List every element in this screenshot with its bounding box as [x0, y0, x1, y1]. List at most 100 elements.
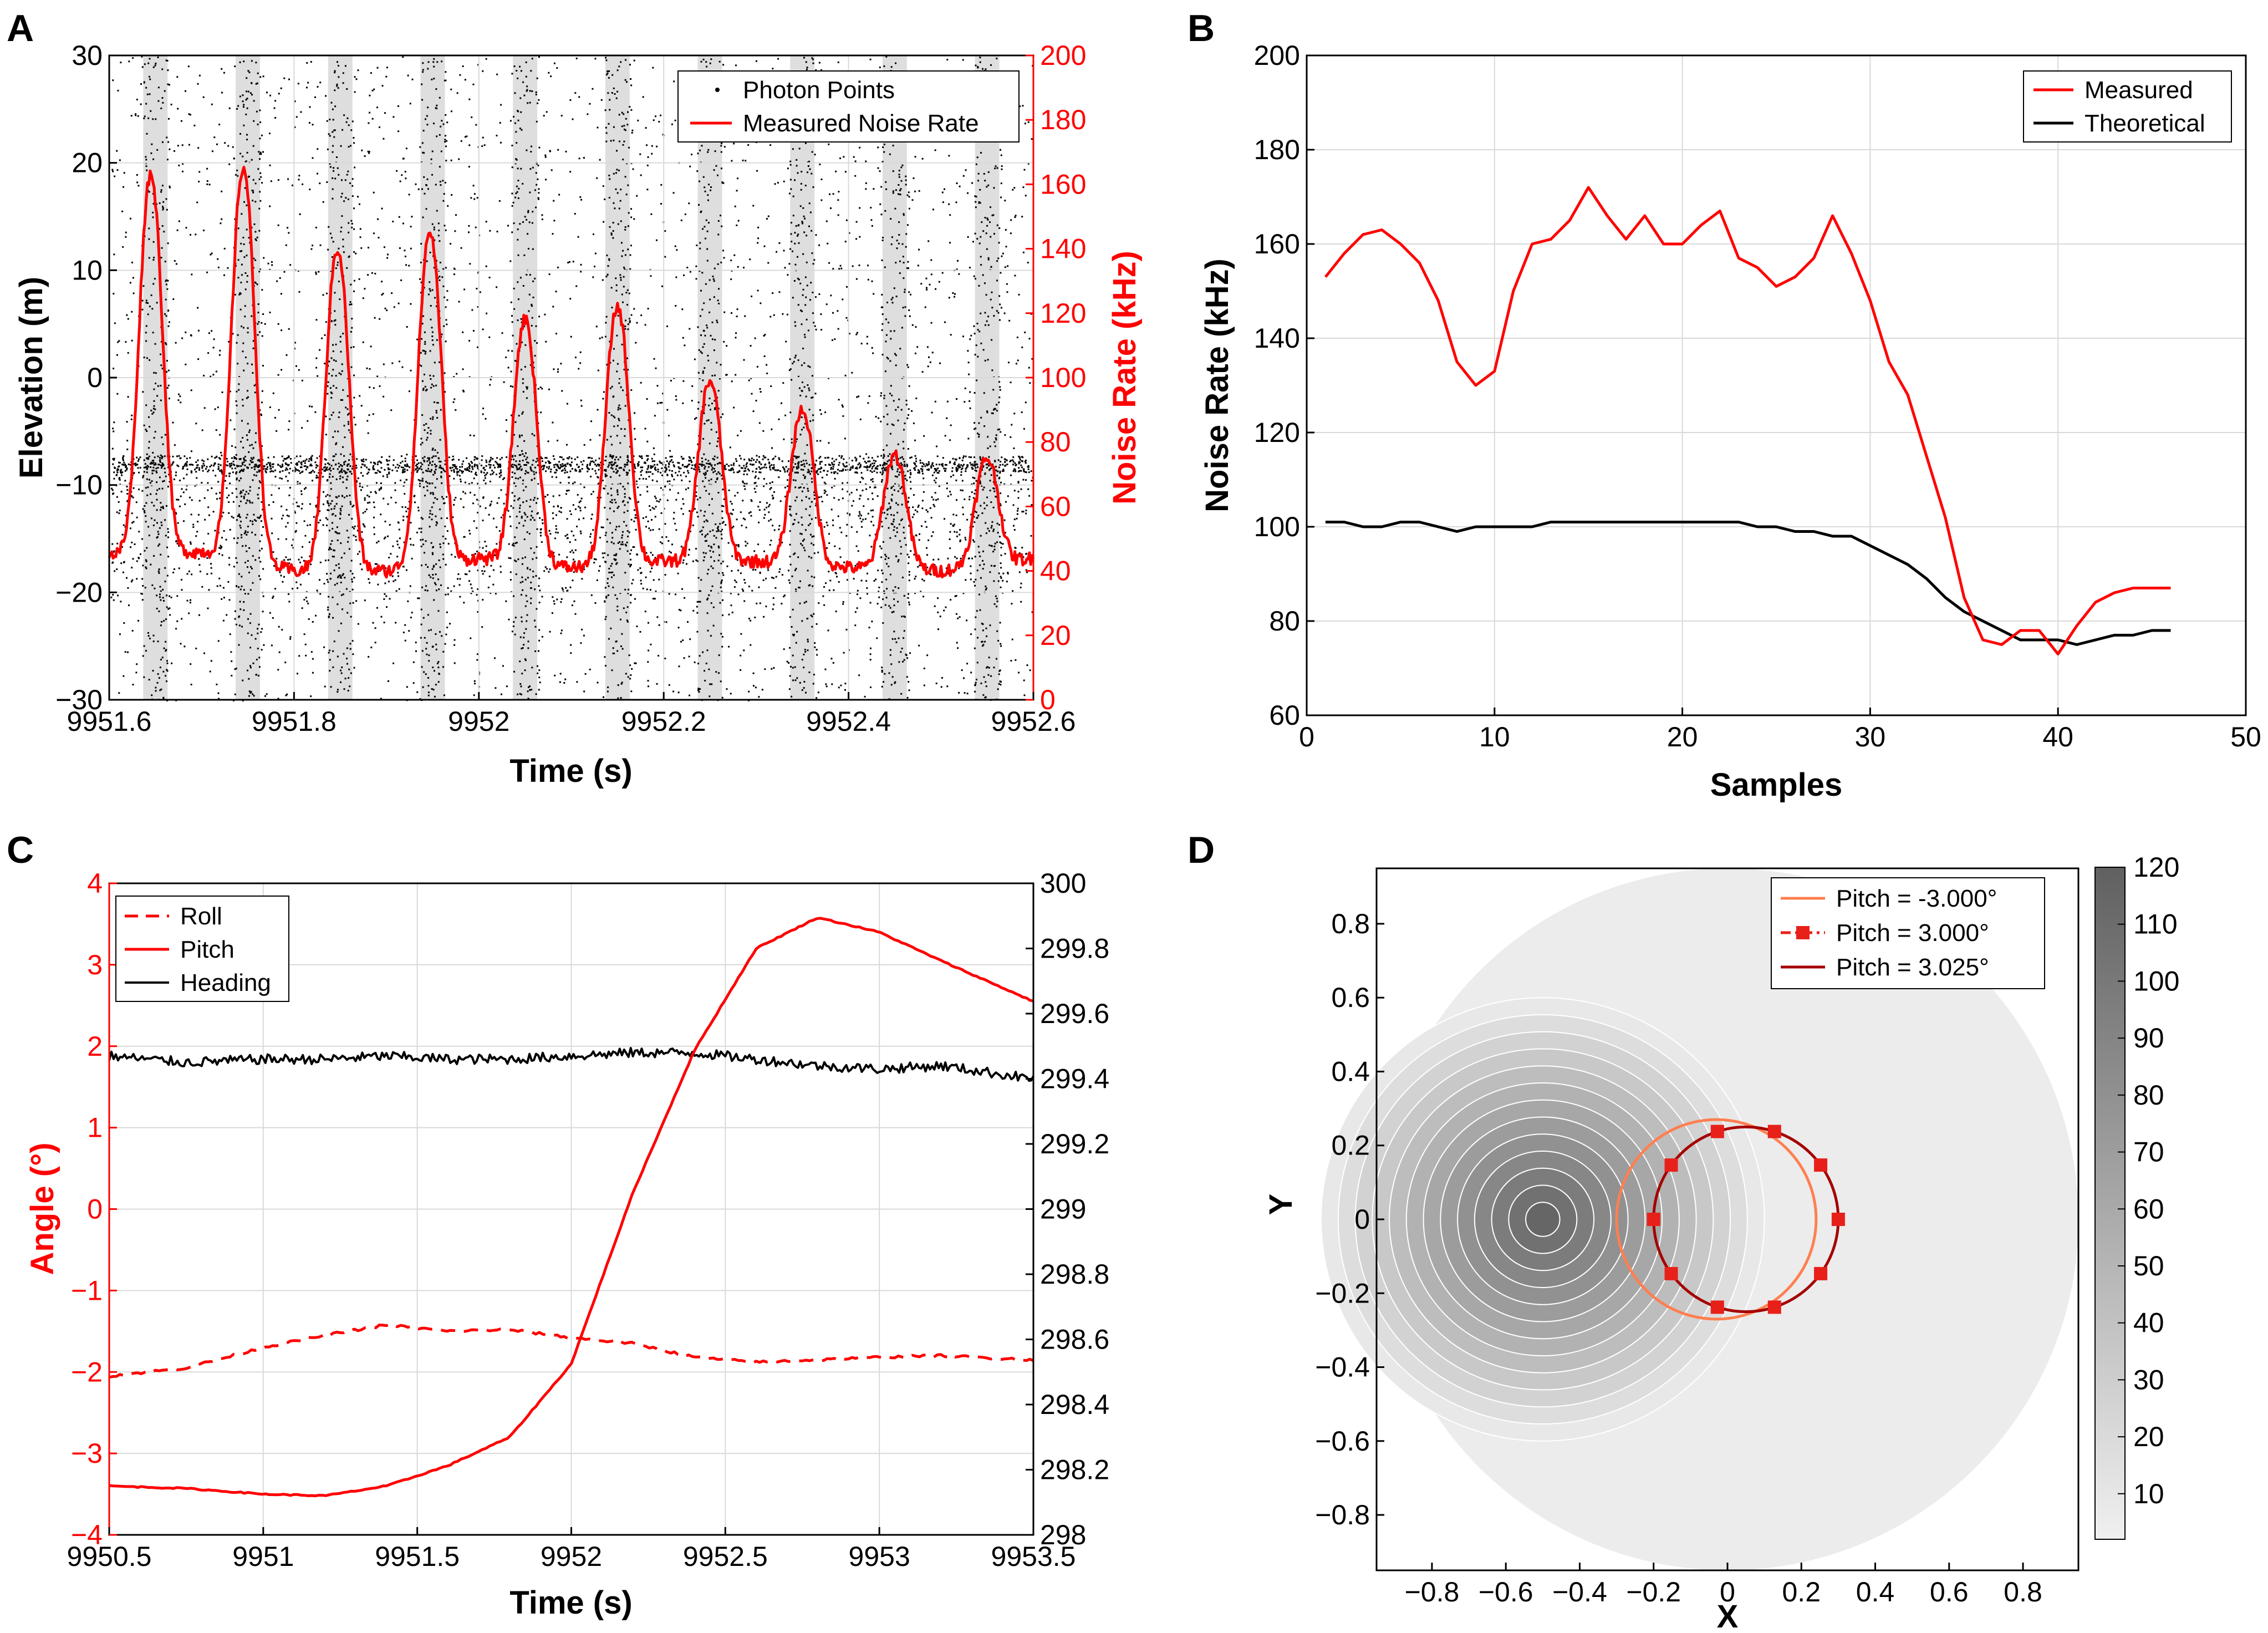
panel-d-x-tick-label: 0 — [1720, 1576, 1735, 1607]
panel-a-x-axis-label: Time (s) — [509, 753, 632, 789]
panel-d-legend-3000-label: Pitch = 3.000° — [1836, 919, 1989, 947]
panel-c-x-tick-label: 9953.5 — [991, 1541, 1076, 1572]
panel-d-y-tick-label: −0.4 — [1315, 1352, 1370, 1383]
panel-c-y-tick-label: −4 — [71, 1519, 103, 1550]
panel-d-x-tick-label: −0.8 — [1405, 1576, 1460, 1607]
panel-c-y-tick-label: 3 — [87, 949, 103, 980]
panel-c-legend-pitch-label: Pitch — [180, 936, 235, 963]
panel-a-y2-tick-label: 0 — [1040, 684, 1056, 715]
panel-a-y2-tick-label: 100 — [1040, 362, 1086, 393]
colorbar-tick-label: 120 — [2133, 852, 2179, 883]
panel-d-x-tick-label: 0.2 — [1782, 1576, 1821, 1607]
panel-a-measured-noise-rate-line — [108, 166, 1035, 579]
colorbar-tick-label: 30 — [2133, 1364, 2164, 1395]
panel-c-y-ticks: −4 −3 −2 −1 0 1 2 3 4 — [71, 868, 117, 1550]
panel-a-legend-box — [677, 70, 1020, 143]
colorbar-tick-label: 110 — [2133, 909, 2178, 940]
colorbar-tick-label: 50 — [2133, 1250, 2164, 1281]
panel-c-y2-tick-label: 298.4 — [1040, 1389, 1109, 1420]
panel-d-hotspot-contours — [1321, 997, 1765, 1442]
panel-d-x-axis-label: X — [1717, 1599, 1739, 1633]
panel-c-y-tick-label: 4 — [87, 868, 103, 899]
panel-d-y-tick-label: 0.4 — [1331, 1056, 1370, 1087]
panel-d-pitch-3-markers — [1647, 1125, 1845, 1314]
panel-b-theoretical-line — [1325, 521, 2171, 646]
panel-a-y-tick-label: −20 — [55, 577, 103, 608]
panel-b-x-tick-label: 50 — [2230, 721, 2261, 752]
panel-c-y2-tick-label: 298.2 — [1040, 1454, 1109, 1486]
panel-c-x-tick-label: 9950.5 — [67, 1541, 152, 1572]
panel-d-legend-3000-marker — [1796, 926, 1810, 939]
panel-d-y-axis-label: Y — [1263, 1194, 1299, 1215]
panel-c-x-ticks: 9950.5 9951 9951.5 9952 9952.5 9953 9953.5 — [67, 1527, 1076, 1572]
contour-level — [1525, 1202, 1561, 1237]
panel-d-legend: Pitch = -3.000° Pitch = 3.000° Pitch = 3… — [1771, 877, 2045, 989]
colorbar-tick-label: 70 — [2133, 1137, 2164, 1168]
panel-d-colorbar-ticks: 10 20 30 40 50 60 70 80 90 100 110 120 — [2118, 852, 2179, 1509]
pitch-3-marker — [1814, 1158, 1828, 1172]
panel-b-y-tick-label: 160 — [1254, 228, 1300, 260]
panel-c-y-tick-label: 1 — [87, 1112, 103, 1143]
panel-c-x-tick-label: 9952.5 — [683, 1541, 768, 1572]
panel-d-x-ticks: −0.8 −0.6 −0.4 −0.2 0 0.2 0.4 0.6 0.8 — [1405, 1563, 2042, 1607]
panel-a-y-axis-label: Elevation (m) — [13, 277, 49, 479]
panel-b: 0 10 20 30 40 50 60 80 100 120 140 160 180 200 Sampl… — [1199, 40, 2261, 803]
panel-d: −0.8 −0.6 −0.4 −0.2 0 0.2 0.4 0.6 0.8 −0.8−0.6−0… — [1263, 852, 2179, 1633]
panel-label-a: A — [7, 7, 34, 49]
panel-c-y-tick-label: −2 — [71, 1356, 103, 1387]
panel-a-y2-tick-label: 40 — [1040, 556, 1071, 587]
panel-d-y-tick-label: 0 — [1354, 1204, 1370, 1235]
panel-b-y-axis-label: Noise Rate (kHz) — [1199, 258, 1235, 512]
panel-a-x-tick-label: 9952.2 — [621, 706, 706, 737]
colorbar-tick-label: 60 — [2133, 1193, 2164, 1224]
panel-b-x-tick-label: 0 — [1299, 721, 1314, 752]
panel-c-legend: Roll Pitch Heading — [115, 896, 289, 1002]
panel-b-measured-line — [1324, 186, 2171, 655]
panel-c-y-tick-label: −3 — [71, 1438, 103, 1469]
panel-b-legend-measured-label: Measured — [2084, 77, 2193, 104]
panel-c-x-tick-label: 9951.5 — [375, 1541, 460, 1572]
panel-b-x-axis-label: Samples — [1710, 767, 1843, 803]
panel-a-legend-photon-marker — [715, 88, 720, 92]
panel-a-x-tick-label: 9952.6 — [991, 706, 1076, 737]
panel-a-right-y-ticks: 0 20 40 60 80 100 120 140 160 180 200 — [1026, 40, 1086, 715]
pitch-3-marker — [1647, 1213, 1660, 1226]
pitch-3-marker — [1710, 1300, 1724, 1314]
panel-c-y-tick-label: 2 — [87, 1031, 103, 1062]
panel-a-y-ticks: −30 −20 −10 0 10 20 30 — [55, 40, 117, 715]
panel-a: 9951.6 9951.8 9952 9952.2 9952.4 9952.6 −30 −2… — [13, 40, 1143, 789]
panel-c-y2-tick-label: 298 — [1040, 1519, 1086, 1550]
colorbar-tick-label: 80 — [2133, 1080, 2164, 1111]
panel-c-y2-tick-label: 299.6 — [1040, 998, 1109, 1029]
pitch-3-marker — [1767, 1125, 1781, 1138]
panel-a-right-y-axis-label: Noise Rate (kHz) — [1107, 251, 1143, 505]
panel-c-x-tick-label: 9951 — [232, 1541, 294, 1572]
panel-c-roll-line — [109, 1322, 1034, 1379]
panel-b-y-tick-label: 120 — [1254, 417, 1300, 448]
panel-c-y2-tick-label: 300 — [1040, 868, 1086, 899]
panel-b-y-tick-label: 80 — [1269, 606, 1300, 637]
panel-b-y-tick-label: 100 — [1254, 511, 1300, 542]
panel-a-y2-tick-label: 20 — [1040, 620, 1071, 651]
panel-d-colorbar — [2094, 867, 2126, 1540]
panel-d-x-tick-label: −0.6 — [1479, 1576, 1533, 1607]
panel-d-y-tick-label: 0.2 — [1331, 1130, 1370, 1161]
panel-c-x-tick-label: 9952 — [541, 1541, 602, 1572]
panel-a-x-tick-label: 9952.4 — [806, 706, 891, 737]
pitch-3-marker — [1831, 1213, 1845, 1226]
panel-c-y-tick-label: 0 — [87, 1194, 103, 1225]
panel-c-y2-tick-label: 298.6 — [1040, 1324, 1109, 1355]
panel-c-legend-roll-label: Roll — [180, 903, 222, 930]
panel-b-legend-box — [2023, 70, 2232, 143]
panel-a-y2-tick-label: 120 — [1040, 298, 1086, 329]
pitch-3-marker — [1814, 1266, 1828, 1280]
panel-label-c: C — [7, 829, 34, 871]
panel-b-legend-theoretical-label: Theoretical — [2084, 110, 2205, 137]
panel-a-y2-tick-label: 200 — [1040, 40, 1086, 71]
panel-a-y-tick-label: 10 — [72, 255, 103, 286]
panel-c-heading-line — [108, 1047, 1034, 1082]
panel-d-pitch-minus3-circle — [1615, 1118, 1818, 1321]
panel-a-y2-tick-label: 80 — [1040, 426, 1071, 457]
panel-c-y2-tick-label: 299.2 — [1040, 1128, 1109, 1159]
panel-b-legend: Measured Theoretical — [2023, 70, 2232, 143]
